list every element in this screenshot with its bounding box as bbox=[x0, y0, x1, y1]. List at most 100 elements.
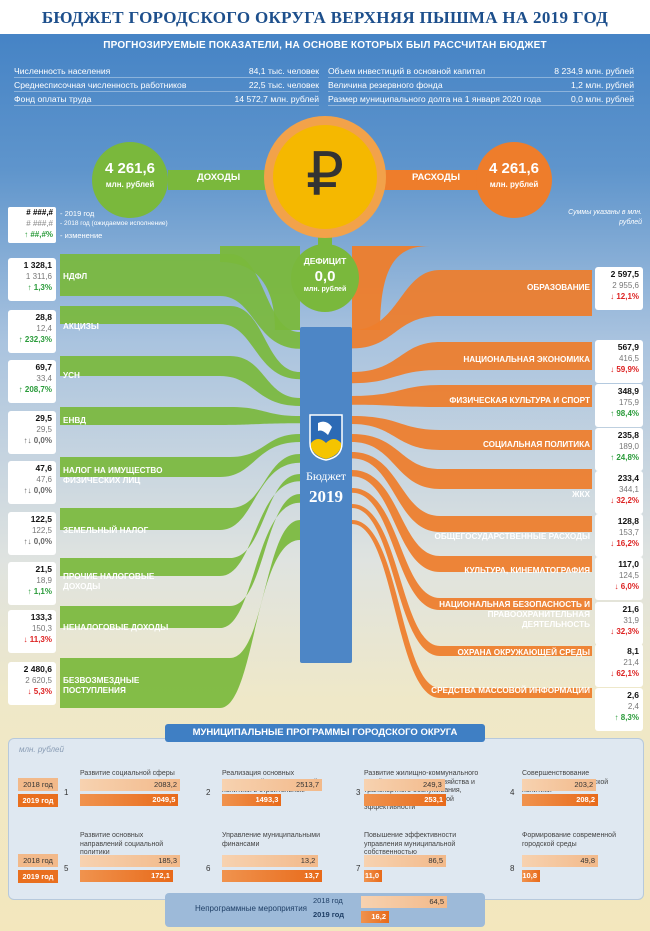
expense-2018: 416,5 bbox=[618, 354, 639, 363]
revenue-label: ЗЕМЕЛЬНЫЙ НАЛОГ bbox=[63, 526, 149, 535]
income-value: 4 261,6 bbox=[104, 160, 156, 177]
revenue-flow bbox=[60, 434, 300, 477]
indicator-label: Среднесписочная численность работников bbox=[14, 80, 187, 90]
year-2018-label: 2018 год bbox=[18, 778, 58, 791]
budget-year: 2019 bbox=[309, 487, 343, 506]
expense-label: ЖКХ bbox=[572, 490, 590, 499]
revenue-2018: 18,9 bbox=[36, 576, 52, 585]
revenue-change: ↑↓ 0,0% bbox=[23, 486, 52, 495]
revenue-2019: 47,6 bbox=[35, 463, 52, 473]
indicator-value: 22,5 тыс. человек bbox=[248, 80, 319, 90]
expense-label: НАЦИОНАЛЬНАЯ БЕЗОПАСНОСТЬ И ПРАВООХРАНИТ… bbox=[439, 600, 590, 629]
nonprogram-2019-label: 2019 год bbox=[313, 910, 345, 919]
revenue-2019: 122,5 bbox=[30, 514, 52, 524]
revenue-flow bbox=[60, 494, 300, 628]
expense-change: ↓ 12,1% bbox=[610, 292, 639, 301]
indicator-row: Среднесписочная численность работников 22… bbox=[14, 80, 319, 92]
program-number: 6 bbox=[206, 864, 211, 873]
expense-change: ↓ 62,1% bbox=[610, 669, 639, 678]
expense-flow bbox=[352, 385, 592, 407]
revenue-2018: 12,4 bbox=[36, 324, 52, 333]
expense-2019: 2,6 bbox=[627, 690, 639, 700]
expense-2019: 348,9 bbox=[617, 386, 639, 396]
expense-2019: 567,9 bbox=[617, 342, 639, 352]
program-name: Формирование современной городской среды bbox=[522, 832, 616, 848]
revenue-label: ПРОЧИЕ НАЛОГОВЫЕ ДОХОДЫ bbox=[63, 572, 155, 591]
legend: # ###,# # ###,# ↑ ##,#% - 2019 год - 201… bbox=[8, 207, 188, 247]
revenue-value-box: 2 480,6 2 620,5 ↓ 5,3% bbox=[8, 662, 56, 705]
units-note: Суммы указаны в млн. рублей bbox=[568, 209, 642, 226]
program-bar-2019: 2049,5 bbox=[80, 794, 179, 806]
expense-value-box: 235,8 189,0 ↑ 24,8% bbox=[595, 428, 643, 471]
program-bar-2018: 2083,2 bbox=[80, 779, 180, 791]
expense-2019: 128,8 bbox=[617, 516, 639, 526]
expense-2018: 21,4 bbox=[623, 658, 639, 667]
indicator-row: Размер муниципального долга на 1 января … bbox=[328, 94, 634, 106]
revenue-2019: 21,5 bbox=[35, 564, 52, 574]
year-2019-label: 2019 год bbox=[18, 870, 58, 883]
expense-value-box: 233,4 344,1 ↓ 32,2% bbox=[595, 471, 643, 514]
nonprogram-name: Непрограммные мероприятия bbox=[195, 904, 308, 913]
program-number: 8 bbox=[510, 864, 515, 873]
programs-unit: млн. рублей bbox=[19, 745, 64, 754]
revenue-value-box: 28,8 12,4 ↑ 232,3% bbox=[8, 310, 56, 353]
expense-2019: 2 597,5 bbox=[610, 269, 639, 279]
revenue-2019: 133,3 bbox=[30, 612, 52, 622]
indicator-label: Размер муниципального долга на 1 января … bbox=[328, 94, 542, 104]
revenue-flow bbox=[60, 520, 300, 708]
revenue-label: БЕЗВОЗМЕЗДНЫЕ ПОСТУПЛЕНИЯ bbox=[63, 676, 140, 695]
indicator-label: Фонд оплаты труда bbox=[14, 94, 92, 104]
deficit-unit: млн. рублей bbox=[303, 286, 347, 293]
program-bar-2018: 13,2 bbox=[222, 855, 319, 867]
revenue-2018: 150,3 bbox=[31, 624, 52, 633]
program-name: Развитие жилищно-коммунального хозяйства… bbox=[364, 770, 479, 811]
expense-flow bbox=[352, 434, 592, 489]
revenue-2019: 2 480,6 bbox=[23, 664, 52, 674]
legend-v1: # ###,# bbox=[26, 208, 53, 217]
program-bar-2019: 253,1 bbox=[364, 794, 446, 806]
legend-l1: - 2019 год bbox=[60, 209, 95, 218]
revenue-flow bbox=[60, 356, 300, 406]
expense-2019: 117,0 bbox=[618, 559, 639, 569]
programs-title: МУНИЦИПАЛЬНЫЕ ПРОГРАММЫ ГОРОДСКОГО ОКРУГ… bbox=[165, 724, 485, 742]
budget-column: Бюджет 2019 bbox=[300, 327, 352, 663]
expense-value-box: 2 597,5 2 955,6 ↓ 12,1% bbox=[595, 267, 643, 310]
expense-label: ОБЩЕГОСУДАРСТВЕННЫЕ РАСХОДЫ bbox=[434, 532, 590, 541]
nonprogram-bar-2018: 64,5 bbox=[361, 896, 447, 908]
page-subtitle: ПРОГНОЗИРУЕМЫЕ ПОКАЗАТЕЛИ, НА ОСНОВЕ КОТ… bbox=[103, 40, 547, 51]
program-bar-2019: 1493,3 bbox=[222, 794, 282, 806]
coat-of-arms-icon bbox=[309, 414, 343, 461]
ruble-icon: ₽ bbox=[305, 140, 345, 210]
program-number: 3 bbox=[356, 788, 361, 797]
revenue-flow bbox=[60, 254, 300, 349]
revenue-2018: 47,6 bbox=[36, 475, 52, 484]
expense-2018: 124,5 bbox=[618, 571, 639, 580]
income-unit: млн. рублей bbox=[105, 180, 155, 189]
revenue-change: ↑ 1,3% bbox=[27, 283, 52, 292]
program-bar-2019: 11,0 bbox=[364, 870, 382, 882]
program-bar-2019: 13,7 bbox=[222, 870, 322, 882]
indicator-row: Величина резервного фонда 1,2 млн. рублей bbox=[328, 80, 634, 92]
revenue-main-flow bbox=[220, 246, 300, 330]
expense-label: СОЦИАЛЬНАЯ ПОЛИТИКА bbox=[482, 440, 590, 449]
expense-2019: 21,6 bbox=[622, 604, 639, 614]
revenue-2019: 69,7 bbox=[35, 362, 52, 372]
revenue-flow bbox=[60, 474, 300, 576]
revenue-2018: 1 311,6 bbox=[25, 272, 52, 281]
indicator-label: Объем инвестиций в основной капитал bbox=[328, 66, 486, 76]
indicator-row: Численность населения 84,1 тыс. человек bbox=[14, 66, 319, 78]
program-bar-2019: 208,2 bbox=[522, 794, 598, 806]
revenue-label: АКЦИЗЫ bbox=[63, 322, 99, 331]
indicator-value: 1,2 млн. рублей bbox=[571, 80, 634, 90]
expense-2019: 235,8 bbox=[617, 430, 639, 440]
expense-value-box: 2,6 2,4 ↑ 8,3% bbox=[595, 688, 643, 731]
expense-2018: 31,9 bbox=[623, 616, 639, 625]
revenue-2019: 29,5 bbox=[35, 413, 52, 423]
income-circle: 4 261,6 млн. рублей bbox=[92, 142, 168, 218]
program-name: Развитие основных направлений социальной… bbox=[80, 832, 164, 856]
revenue-label: НЕНАЛОГОВЫЕ ДОХОДЫ bbox=[63, 623, 169, 632]
expense-flow bbox=[352, 520, 592, 698]
revenue-2018: 122,5 bbox=[31, 526, 52, 535]
revenue-label: ЕНВД bbox=[63, 416, 87, 425]
deficit-label: ДЕФИЦИТ bbox=[303, 256, 347, 266]
